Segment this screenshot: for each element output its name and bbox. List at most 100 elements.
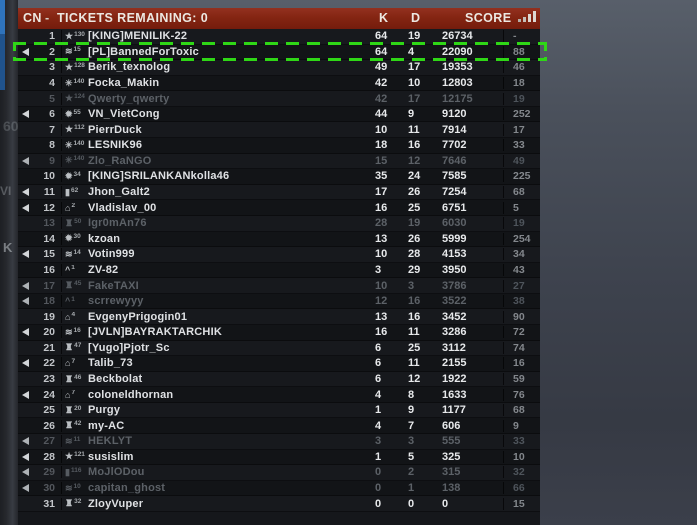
player-row[interactable]: 24 ⌂ 7 coloneldhornan 4 8 1633 76 — [18, 387, 540, 403]
score-value: 0 — [442, 497, 449, 510]
player-row[interactable]: 1 ★ 130 [KING]MENILIK-22 64 19 26734 - — [18, 29, 540, 45]
player-rank-position: 18 — [34, 295, 62, 308]
kills-value: 13 — [375, 232, 388, 245]
player-row[interactable]: 17 ♜ 45 FakeTAXI 10 3 3786 27 — [18, 278, 540, 294]
player-row[interactable]: 22 ⌂ 7 Talib_73 6 11 2155 16 — [18, 356, 540, 372]
player-name: FakeTAXI — [88, 279, 139, 292]
player-row[interactable]: 7 ★ 112 PierrDuck 10 11 7914 17 — [18, 122, 540, 139]
player-row[interactable]: 2 ≋ 15 [PL]BannedForToxic 64 4 22090 88 — [13, 41, 547, 61]
rank-cell: ♜ 42 — [62, 420, 88, 431]
wheel-rank-icon: ✳ — [65, 77, 73, 88]
player-row[interactable]: 3 ★ 128 Berik_texnolog 49 17 19353 46 — [18, 60, 540, 76]
kills-value: 44 — [375, 108, 388, 121]
player-row[interactable]: 8 ✳ 140 LESNIK96 18 16 7702 33 — [18, 138, 540, 154]
deaths-value: 25 — [408, 341, 421, 354]
rank-cell: ♜ 32 — [62, 498, 88, 509]
ping-bars-icon — [518, 11, 536, 22]
kills-value: 10 — [375, 248, 388, 261]
ping-value: - — [503, 30, 540, 43]
kills-value: 64 — [375, 30, 388, 43]
player-row[interactable]: 13 ♜ 50 Igr0mAn76 28 19 6030 19 — [18, 215, 540, 232]
rank-cell: ♜ 50 — [62, 218, 88, 229]
player-row[interactable]: 9 ✳ 140 Zlo_RaNGO 15 12 7646 49 — [18, 153, 540, 170]
chevrons-rank-icon: ≋ — [65, 435, 73, 446]
player-rank-position: 4 — [34, 77, 62, 90]
deaths-value: 16 — [408, 295, 421, 308]
rank-cell: ✳ 140 — [62, 140, 88, 151]
deaths-value: 16 — [408, 310, 421, 323]
rank-level: 130 — [74, 30, 85, 38]
rank-cell: ⌂ 2 — [62, 203, 88, 213]
ping-value: 66 — [503, 482, 540, 495]
player-row[interactable]: 29 ▮ 116 MoJlODou 0 2 315 32 — [18, 465, 540, 481]
player-row[interactable]: 6 ✹ 55 VN_VietCong 44 9 9120 252 — [18, 106, 540, 123]
ping-value: 74 — [503, 341, 540, 354]
player-row[interactable]: 27 ≋ 11 HEKLYT 3 3 555 33 — [18, 434, 540, 450]
kills-value: 6 — [375, 341, 382, 354]
player-name: Focka_Makin — [88, 77, 160, 90]
score-value: 138 — [442, 482, 461, 495]
player-row[interactable]: 18 ^ 1 scrrewyyy 12 16 3522 38 — [18, 293, 540, 310]
player-row[interactable]: 11 ▮ 62 Jhon_Galt2 17 26 7254 68 — [18, 184, 540, 201]
player-row[interactable]: 19 ⌂ 4 EvgenyPrigogin01 13 16 3452 90 — [18, 309, 540, 325]
player-row[interactable]: 21 ♜ 47 [Yugo]Pjotr_Sc 6 25 3112 74 — [18, 340, 540, 357]
voice-cell — [18, 188, 34, 197]
roof-rank-icon: ⌂ — [65, 202, 71, 213]
rank-cell: ⌂ 7 — [62, 390, 88, 400]
rank-level: 46 — [74, 373, 82, 381]
background-hud-text: 60 — [3, 118, 19, 134]
player-row[interactable]: 25 ♜ 20 Purgy 1 9 1177 68 — [18, 402, 540, 419]
player-row[interactable]: 14 ✹ 30 kzoan 13 26 5999 254 — [18, 231, 540, 248]
player-name: EvgenyPrigogin01 — [88, 310, 188, 323]
player-row[interactable]: 28 ★ 121 susislim 1 5 325 10 — [18, 449, 540, 466]
deaths-value: 3 — [408, 279, 415, 292]
knight-rank-icon: ♜ — [65, 342, 74, 353]
rank-level: 47 — [74, 342, 82, 350]
player-row[interactable]: 31 ♜ 32 ZloyVuper 0 0 0 15 — [18, 496, 540, 512]
player-name: coloneldhornan — [88, 388, 174, 401]
player-row[interactable]: 20 ≋ 16 [JVLN]BAYRAKTARCHIK 16 11 3286 72 — [18, 324, 540, 341]
player-rank-position: 25 — [34, 404, 62, 417]
player-rank-position: 26 — [34, 419, 62, 432]
player-row[interactable]: 5 ★ 124 Qwerty_qwerty 42 17 12175 19 — [18, 91, 540, 107]
player-rank-position: 28 — [34, 450, 62, 463]
score-value: 555 — [442, 435, 461, 448]
deaths-value: 11 — [408, 326, 420, 339]
player-name: [KING]SRILANKANkolla46 — [88, 170, 230, 183]
voice-cell — [18, 203, 34, 212]
player-row[interactable]: 10 ✹ 34 [KING]SRILANKANkolla46 35 24 7585… — [18, 169, 540, 185]
player-rank-position: 21 — [34, 341, 62, 354]
kills-value: 12 — [375, 295, 388, 308]
player-row[interactable]: 26 ♜ 42 my-AC 4 7 606 9 — [18, 418, 540, 435]
player-rank-position: 19 — [34, 310, 62, 323]
rank-level: 140 — [73, 77, 85, 85]
kills-value: 18 — [375, 139, 388, 152]
player-row[interactable]: 12 ⌂ 2 Vladislav_00 16 25 6751 5 — [18, 200, 540, 216]
rank-cell: ▮ 116 — [62, 467, 88, 478]
voice-chat-icon — [22, 359, 29, 368]
kills-value: 4 — [375, 419, 382, 432]
voice-cell — [18, 390, 34, 399]
player-row[interactable]: 23 ♜ 46 Beckbolat 6 12 1922 59 — [18, 371, 540, 388]
player-row[interactable]: 16 ^ 1 ZV-82 3 29 3950 43 — [18, 262, 540, 279]
player-name: kzoan — [88, 232, 121, 245]
player-name: LESNIK96 — [88, 139, 143, 152]
player-row[interactable]: 15 ≋ 14 Votin999 10 28 4153 34 — [18, 247, 540, 263]
rank-level: 7 — [71, 358, 76, 365]
score-value: 7914 — [442, 123, 467, 136]
score-value: 1633 — [442, 388, 467, 401]
chevrons-rank-icon: ≋ — [65, 248, 73, 259]
ping-value: 19 — [503, 217, 540, 230]
voice-cell — [18, 281, 34, 290]
deaths-value: 0 — [408, 497, 415, 510]
player-row[interactable]: 30 ≋ 10 capitan_ghost 0 1 138 66 — [18, 480, 540, 497]
score-value: 12175 — [442, 92, 473, 105]
chevrons-rank-icon: ≋ — [65, 482, 73, 493]
player-rank-position: 11 — [34, 186, 62, 199]
ping-value: 5 — [503, 201, 540, 214]
voice-cell — [18, 297, 34, 306]
score-value: 19353 — [442, 61, 473, 74]
player-rank-position: 15 — [34, 248, 62, 261]
player-row[interactable]: 4 ✳ 140 Focka_Makin 42 10 12803 18 — [18, 75, 540, 92]
kills-value: 6 — [375, 357, 382, 370]
